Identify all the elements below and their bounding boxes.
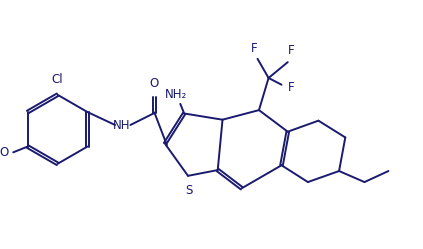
- Text: NH₂: NH₂: [165, 88, 187, 101]
- Text: O: O: [150, 77, 159, 90]
- Text: F: F: [251, 42, 258, 55]
- Text: F: F: [288, 81, 295, 94]
- Text: NH: NH: [113, 120, 131, 132]
- Text: Cl: Cl: [52, 73, 63, 86]
- Text: F: F: [288, 44, 294, 57]
- Text: S: S: [185, 185, 192, 197]
- Text: O: O: [0, 146, 9, 159]
